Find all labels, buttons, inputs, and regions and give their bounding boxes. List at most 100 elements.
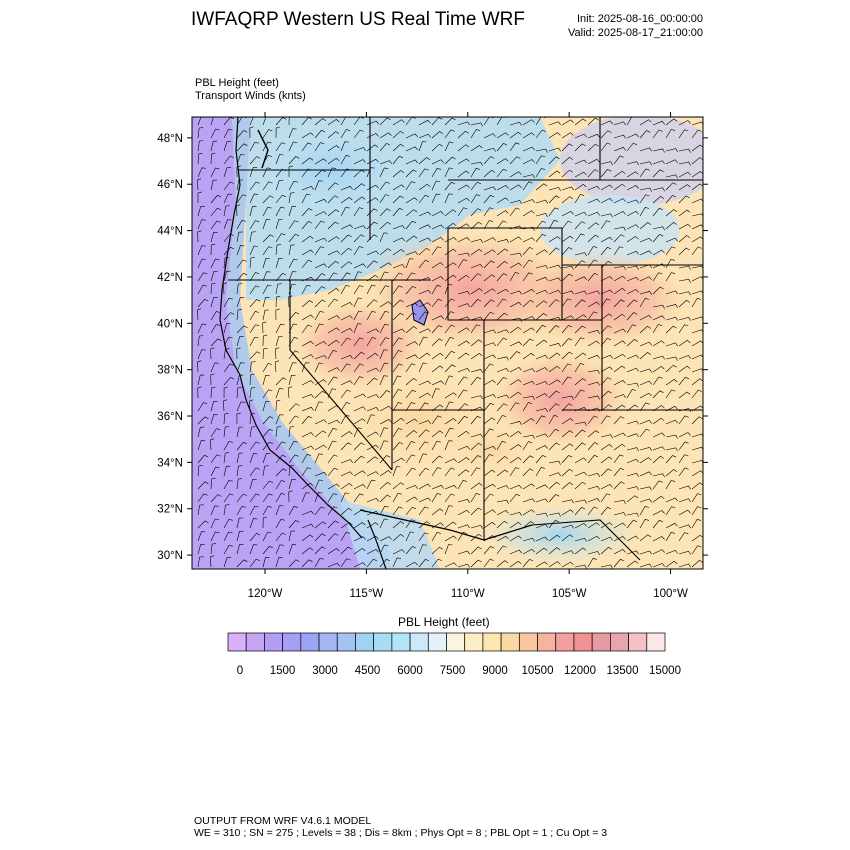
wind-barb xyxy=(392,482,405,490)
wind-barb xyxy=(288,544,297,555)
wind-barb xyxy=(561,196,574,204)
wind-barb xyxy=(535,484,548,490)
wind-barb xyxy=(262,155,273,165)
wind-barb xyxy=(392,549,405,555)
wind-barb xyxy=(626,389,637,399)
wind-barb xyxy=(613,299,625,308)
wind-barb xyxy=(665,447,678,452)
wind-barb xyxy=(509,262,522,269)
colorbar-swatch xyxy=(518,632,538,652)
wind-barb xyxy=(210,258,220,269)
wind-barb xyxy=(600,260,612,269)
wind-barb xyxy=(665,379,678,386)
wind-barb xyxy=(665,222,677,230)
wind-barb xyxy=(249,311,260,321)
wind-barb xyxy=(613,234,625,243)
wind-barb xyxy=(522,498,535,503)
wind-barb xyxy=(587,430,600,438)
wind-barb xyxy=(535,467,546,477)
wind-barb xyxy=(405,181,416,191)
wind-barb xyxy=(548,428,560,438)
wind-barb xyxy=(548,494,560,503)
wind-barb xyxy=(600,377,612,386)
wind-barb xyxy=(522,247,534,256)
wind-barb xyxy=(587,169,599,178)
wind-barb xyxy=(483,249,496,256)
wind-barb xyxy=(197,299,209,308)
wind-barb xyxy=(457,376,468,386)
wind-barb xyxy=(639,471,652,477)
wind-barb xyxy=(496,535,509,542)
wind-barb xyxy=(574,547,587,555)
init-time: Init: 2025-08-16_00:00:00 xyxy=(577,13,703,25)
wind-barb xyxy=(483,311,495,321)
wind-barb xyxy=(197,349,206,360)
wind-barb xyxy=(535,367,548,373)
wind-barb xyxy=(678,563,691,568)
wind-barb xyxy=(353,323,362,334)
wind-barb xyxy=(392,299,404,308)
wind-barb xyxy=(274,347,280,360)
wind-barb xyxy=(457,121,470,126)
wind-barb xyxy=(574,378,587,386)
wind-barb xyxy=(301,259,313,269)
wind-barb xyxy=(236,325,248,334)
wind-barb xyxy=(444,440,453,451)
wind-barb xyxy=(496,456,509,464)
wind-barb xyxy=(249,533,261,542)
ca-nv-border xyxy=(289,280,393,471)
wind-barb xyxy=(275,168,287,178)
lat-label: 40°N xyxy=(157,318,183,330)
wind-barb xyxy=(652,129,663,139)
wind-barb xyxy=(366,144,379,152)
wind-barb xyxy=(535,129,547,139)
wind-barb xyxy=(652,455,664,464)
wind-barb xyxy=(626,495,639,503)
wind-barb xyxy=(444,311,455,321)
wind-barb xyxy=(587,558,597,568)
wind-barb xyxy=(301,380,314,386)
wind-barb xyxy=(535,536,548,542)
wind-barb xyxy=(327,483,340,490)
wind-barb xyxy=(535,433,548,438)
wind-barb xyxy=(197,504,204,516)
wind-barb xyxy=(587,246,598,256)
wind-barb xyxy=(327,388,337,399)
wind-barb xyxy=(457,303,470,308)
nm-tx-border xyxy=(531,519,641,561)
wind-barb xyxy=(327,376,338,386)
wind-barb xyxy=(548,289,561,295)
wind-barb xyxy=(301,193,311,204)
wind-barb xyxy=(340,247,352,256)
wind-barb xyxy=(496,337,508,347)
wind-barb xyxy=(522,380,535,386)
wind-barb xyxy=(587,472,600,477)
colorbar-swatch xyxy=(573,632,593,652)
wind-barb xyxy=(249,387,256,399)
wind-barb xyxy=(418,141,427,152)
wind-barb xyxy=(223,128,233,139)
wind-barb xyxy=(223,504,230,516)
wind-barb xyxy=(366,407,379,412)
wind-barb xyxy=(197,117,202,126)
wind-barb xyxy=(457,144,470,152)
wind-barb xyxy=(496,394,509,399)
arizona-warm-blob xyxy=(430,415,550,485)
map-plot-area xyxy=(192,117,703,569)
wind-barb xyxy=(561,363,572,373)
wind-barb xyxy=(314,471,327,477)
wind-barb xyxy=(587,273,599,282)
wind-barb xyxy=(275,468,287,477)
wind-barb xyxy=(366,414,375,425)
wind-barb xyxy=(470,339,483,347)
wind-barb xyxy=(444,336,454,347)
wind-barb xyxy=(483,237,496,243)
wind-barb xyxy=(288,403,300,412)
wind-barb xyxy=(379,194,390,204)
wind-barb xyxy=(561,143,573,152)
wind-barb xyxy=(678,376,690,386)
wind-barb xyxy=(548,247,560,256)
wind-barb xyxy=(535,381,548,386)
wind-barb xyxy=(379,167,389,178)
wind-barb xyxy=(470,194,481,204)
